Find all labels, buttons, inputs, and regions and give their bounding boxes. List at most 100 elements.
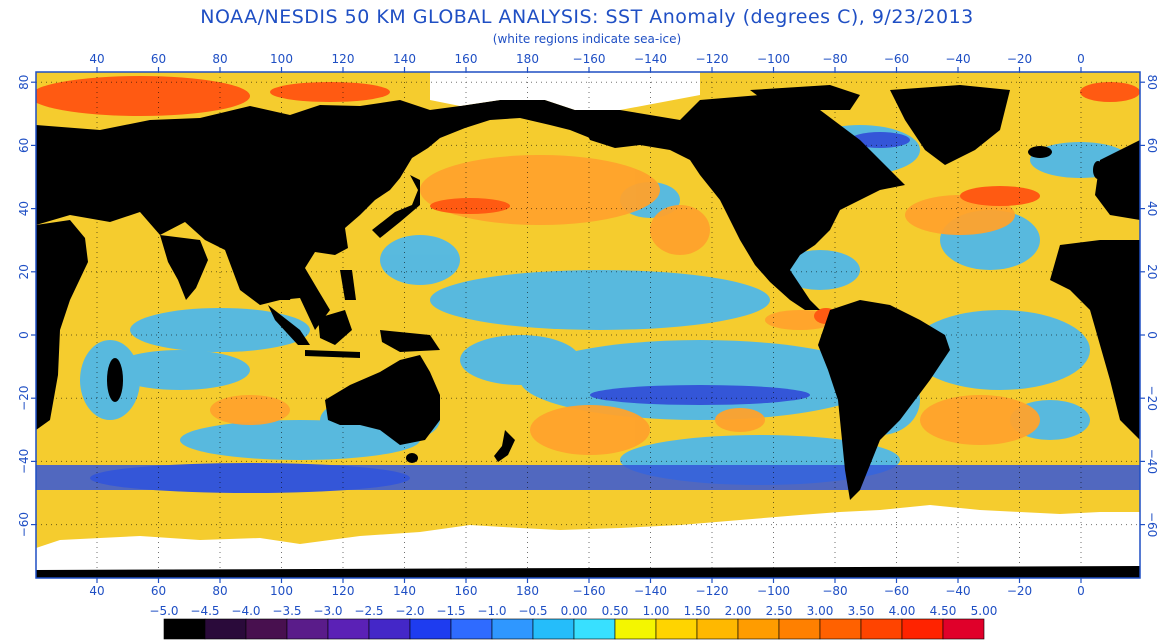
lat-label-right: 60 — [1145, 138, 1159, 153]
lon-label-bottom: 120 — [332, 584, 355, 598]
colorbar-swatch — [204, 618, 247, 640]
latitude-labels-right: 80 60 40 20 0 −20 −40 −60 — [1145, 75, 1159, 538]
graticule — [36, 72, 1140, 578]
colorbar-label: −1.5 — [436, 604, 465, 618]
lon-label-top: −80 — [822, 52, 847, 66]
map-frame — [35, 71, 1141, 579]
land-sumatra — [268, 305, 310, 345]
land-indochina — [260, 250, 300, 300]
lon-label-bottom: −120 — [696, 584, 729, 598]
latitude-labels-left: 80 60 40 20 0 −20 −40 −60 — [17, 75, 31, 538]
lat-label-left: −60 — [17, 512, 31, 537]
lon-label-bottom: 180 — [516, 584, 539, 598]
colorbar-swatch — [901, 618, 944, 640]
lon-label-bottom: 0 — [1077, 584, 1085, 598]
land-canadian-arctic — [750, 85, 860, 110]
land-tasmania — [406, 453, 418, 463]
lat-label-right: 20 — [1145, 264, 1159, 279]
lon-label-top: −40 — [945, 52, 970, 66]
colorbar-swatch — [327, 618, 370, 640]
lon-label-top: −100 — [757, 52, 790, 66]
lon-label-bottom: 140 — [393, 584, 416, 598]
land-africa-west — [1050, 240, 1140, 440]
lon-label-bottom: −100 — [757, 584, 790, 598]
land-british-isles — [1093, 161, 1103, 179]
lon-label-bottom: −60 — [884, 584, 909, 598]
land-europe-west — [1095, 140, 1140, 220]
arctic-sea-ice — [430, 72, 700, 110]
lon-label-top: 180 — [516, 52, 539, 66]
colorbar-swatch — [491, 618, 534, 640]
lat-label-left: 20 — [17, 264, 31, 279]
longitude-labels-bottom: 40 60 80 100 120 140 160 180 −160 −140 −120 −100 −80… — [89, 584, 1084, 598]
colorbar-label: −3.0 — [313, 604, 342, 618]
lat-label-left: −40 — [17, 449, 31, 474]
lon-label-top: 80 — [212, 52, 227, 66]
lat-label-left: −20 — [17, 386, 31, 411]
lon-label-top: 60 — [151, 52, 166, 66]
colorbar-label: 2.00 — [725, 604, 752, 618]
lat-label-left: 40 — [17, 201, 31, 216]
land-greenland — [890, 85, 1010, 165]
colorbar-swatch — [286, 618, 329, 640]
colorbar-swatch — [573, 618, 616, 640]
land-africa-east — [36, 220, 88, 430]
lon-label-top: 160 — [455, 52, 478, 66]
lon-label-top: −140 — [634, 52, 667, 66]
land-borneo — [318, 310, 352, 345]
colorbar-label: −2.5 — [354, 604, 383, 618]
colorbar-label: 1.00 — [643, 604, 670, 618]
lon-label-top: −20 — [1007, 52, 1032, 66]
colorbar-label: 0.00 — [561, 604, 588, 618]
antarctica-land — [36, 566, 1140, 578]
colorbar-labels: −5.0 −4.5 −4.0 −3.5 −3.0 −2.5 −2.0 −1.5 −1.0 −0.5… — [149, 604, 997, 618]
colorbar-swatch — [860, 618, 903, 640]
land-madagascar — [107, 358, 123, 402]
land-new-zealand — [494, 430, 515, 462]
colorbar-label: 5.00 — [971, 604, 998, 618]
map-ticks — [31, 67, 1145, 583]
lon-label-top: −160 — [573, 52, 606, 66]
lat-label-right: 0 — [1145, 331, 1159, 339]
lon-label-bottom: 80 — [212, 584, 227, 598]
colorbar-label: 4.50 — [930, 604, 957, 618]
lat-label-left: 0 — [17, 331, 31, 339]
lat-label-left: 80 — [17, 75, 31, 90]
land-philippines — [340, 270, 356, 300]
anomaly-hot-regions — [36, 76, 1140, 324]
colorbar-label: −0.5 — [518, 604, 547, 618]
lon-label-bottom: 60 — [151, 584, 166, 598]
colorbar-label: −1.0 — [477, 604, 506, 618]
land-japan — [372, 175, 420, 238]
colorbar-label: −2.0 — [395, 604, 424, 618]
lat-label-right: 80 — [1145, 75, 1159, 90]
lat-label-right: −40 — [1145, 449, 1159, 474]
land-eurasia — [36, 100, 600, 330]
colorbar-swatch — [532, 618, 575, 640]
antarctica-sea-ice — [36, 505, 1140, 578]
colorbar-label: 3.50 — [848, 604, 875, 618]
colorbar-swatch — [614, 618, 657, 640]
colorbar-label: 4.00 — [889, 604, 916, 618]
lat-label-left: 60 — [17, 138, 31, 153]
lon-label-bottom: −20 — [1007, 584, 1032, 598]
land — [36, 85, 1140, 500]
lon-label-bottom: −80 — [822, 584, 847, 598]
lon-label-top: 40 — [89, 52, 104, 66]
colorbar-swatch — [696, 618, 739, 640]
colorbar-label: −3.5 — [272, 604, 301, 618]
lon-label-bottom: 160 — [455, 584, 478, 598]
land-south-america — [818, 300, 950, 500]
lon-label-top: 0 — [1077, 52, 1085, 66]
colorbar-swatch — [409, 618, 452, 640]
colorbar-swatch — [819, 618, 862, 640]
lon-label-bottom: 40 — [89, 584, 104, 598]
colorbar-swatch — [450, 618, 493, 640]
land-australia — [325, 355, 440, 445]
map-title: NOAA/NESDIS 50 KM GLOBAL ANALYSIS: SST A… — [200, 6, 974, 28]
colorbar-swatch — [655, 618, 698, 640]
colorbar-label: −4.0 — [231, 604, 260, 618]
lat-label-right: −60 — [1145, 512, 1159, 537]
lat-label-right: 40 — [1145, 201, 1159, 216]
